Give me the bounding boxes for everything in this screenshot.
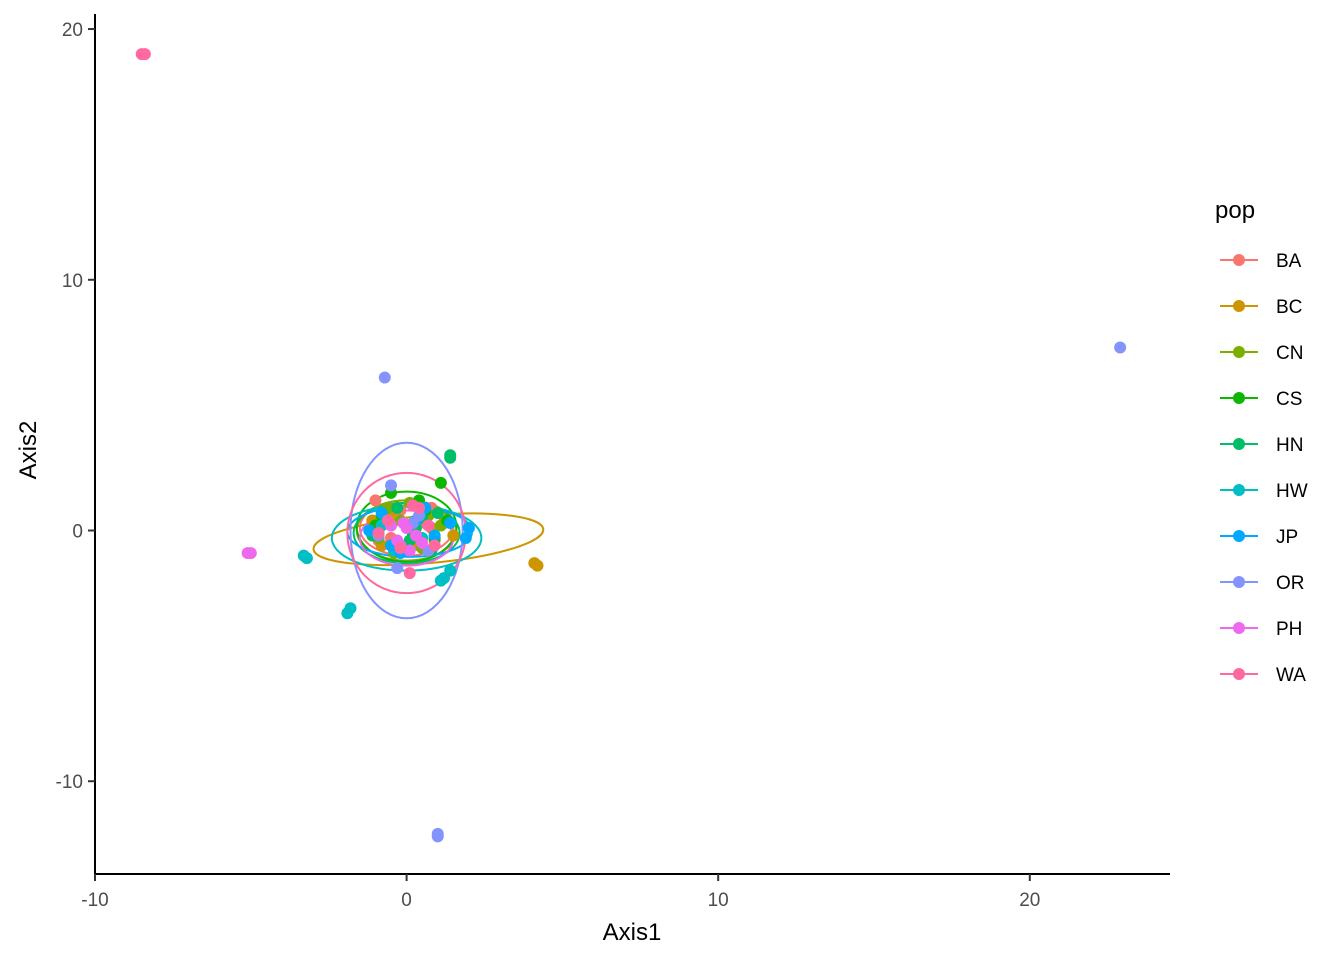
legend-key-point [1233, 392, 1245, 404]
point-wa-7 [372, 527, 385, 540]
legend-key-point [1233, 346, 1245, 358]
y-tick-label-2: 10 [62, 271, 83, 292]
point-ph-9 [397, 516, 410, 529]
legend-key-point [1233, 300, 1245, 312]
x-axis-title: Axis1 [603, 919, 662, 946]
y-axis-title: Axis2 [15, 421, 42, 480]
legend-key-point [1233, 576, 1245, 588]
legend-label: OR [1276, 573, 1305, 594]
point-or-4 [385, 479, 398, 492]
legend-label: HN [1276, 435, 1303, 456]
legend-label: CS [1276, 389, 1302, 410]
point-hw-6 [444, 564, 457, 577]
legend-item-bc: BC [1220, 297, 1302, 318]
x-tick-label-2: 10 [708, 890, 729, 911]
point-wa-2 [403, 567, 416, 580]
point-ph-8 [403, 544, 416, 557]
point-jp-5 [428, 529, 441, 542]
legend-label: BA [1276, 251, 1302, 272]
point-hw-1 [344, 602, 357, 615]
point-or-5 [391, 562, 404, 575]
legend-key-point [1233, 484, 1245, 496]
point-jp-1 [459, 532, 472, 545]
point-wa-6 [422, 519, 435, 532]
legend-item-or: OR [1220, 573, 1305, 594]
legend-key-point [1233, 530, 1245, 542]
legend-key-point [1233, 254, 1245, 266]
point-wa-3 [381, 514, 394, 527]
point-bc-2 [447, 529, 460, 542]
legend-item-ph: PH [1220, 619, 1302, 640]
point-jp-2 [363, 524, 376, 537]
legend-label: WA [1276, 665, 1306, 686]
ellipse-or [349, 441, 464, 620]
legend-title: pop [1215, 197, 1255, 224]
legend-item-cn: CN [1220, 343, 1303, 364]
point-wa-1 [138, 48, 151, 61]
point-or-3 [431, 830, 444, 843]
x-tick-label-1: 0 [401, 890, 412, 911]
point-hw-5 [434, 574, 447, 587]
point-ph-1 [244, 547, 257, 560]
legend-item-cs: CS [1220, 389, 1302, 410]
legend-label: CN [1276, 343, 1303, 364]
y-tick-label-0: -10 [56, 772, 83, 793]
legend-item-hn: HN [1220, 435, 1303, 456]
legend-item-wa: WA [1220, 665, 1306, 686]
legend-item-hw: HW [1220, 481, 1308, 502]
point-hn-9 [431, 506, 444, 519]
point-or-0 [1114, 341, 1127, 354]
legend-label: BC [1276, 297, 1302, 318]
point-jp-0 [462, 521, 475, 534]
legend-item-jp: JP [1220, 527, 1298, 548]
x-tick-label-0: -10 [81, 890, 108, 911]
point-ba-0 [369, 494, 382, 507]
point-cs-0 [434, 476, 447, 489]
y-tick-label-3: 20 [62, 20, 83, 41]
point-or-1 [378, 371, 391, 384]
point-hn-1 [444, 451, 457, 464]
point-wa-8 [406, 499, 419, 512]
legend-label: JP [1276, 527, 1298, 548]
legend-key-point [1233, 438, 1245, 450]
point-wa-9 [428, 539, 441, 552]
ellipse-cs [355, 490, 458, 563]
legend-key-point [1233, 622, 1245, 634]
y-tick-label-1: 0 [72, 522, 83, 543]
legend-item-ba: BA [1220, 251, 1302, 272]
legend-label: PH [1276, 619, 1302, 640]
plot-area [135, 48, 1127, 843]
point-wa-5 [394, 542, 407, 555]
point-ph-7 [416, 537, 429, 550]
legend-label: HW [1276, 481, 1308, 502]
axes: -10 0 10 20 -10 0 10 20 [56, 14, 1170, 911]
point-hn-5 [391, 501, 404, 514]
point-bc-1 [528, 557, 541, 570]
legend: pop BA BC CN CS HN HW JP OR PH WA [1215, 197, 1308, 686]
point-jp-9 [444, 516, 457, 529]
point-hw-3 [300, 552, 313, 565]
x-tick-label-3: 20 [1019, 890, 1040, 911]
legend-key-point [1233, 668, 1245, 680]
